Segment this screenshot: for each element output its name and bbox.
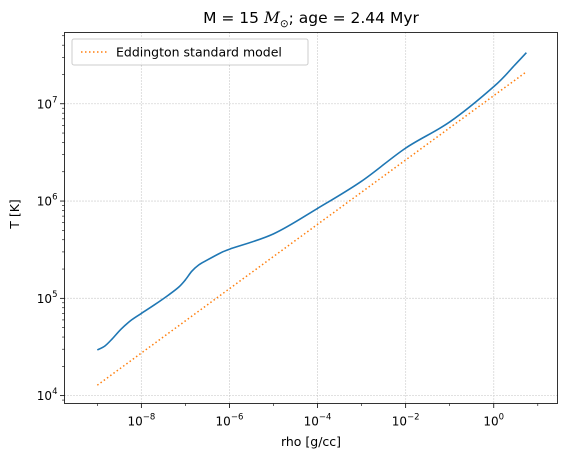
y-axis-ticks: 104 105 106 107	[37, 95, 65, 403]
title-suffix: ; age = 2.44 Myr	[289, 9, 420, 27]
x-tick-label: 10−4	[304, 413, 332, 429]
data-series	[96, 52, 527, 386]
title-symbol: M	[263, 9, 281, 27]
legend-label-eddington: Eddington standard model	[116, 45, 282, 60]
x-tick-label: 10−6	[216, 413, 244, 429]
plot-area	[64, 32, 558, 404]
y-tick-label: 106	[37, 193, 58, 209]
axes-frame	[64, 32, 558, 404]
minor-ticks	[62, 35, 539, 406]
series-eddington-standard-model	[96, 71, 527, 386]
grid-lines	[64, 32, 558, 404]
title-symbol-subscript: ⊙	[280, 18, 289, 30]
x-axis-label: rho [g/cc]	[281, 434, 341, 449]
legend: Eddington standard model	[71, 38, 309, 66]
series-temperature-profile	[96, 52, 527, 351]
y-tick-label: 104	[37, 387, 58, 403]
chart-title: M = 15 M⊙; age = 2.44 Myr	[203, 9, 419, 30]
x-tick-label: 100	[483, 413, 504, 429]
x-axis-ticks: 10−8 10−6 10−4 10−2 100	[127, 403, 504, 429]
y-tick-label: 107	[37, 95, 58, 111]
y-tick-label: 105	[37, 290, 58, 306]
plot-background	[64, 32, 558, 404]
axes-border	[64, 32, 558, 404]
title-prefix: M = 15	[203, 9, 264, 27]
x-tick-label: 10−2	[392, 413, 420, 429]
x-tick-label: 10−8	[127, 413, 155, 429]
legend-box	[71, 38, 309, 66]
y-axis-label: T [K]	[7, 199, 22, 230]
